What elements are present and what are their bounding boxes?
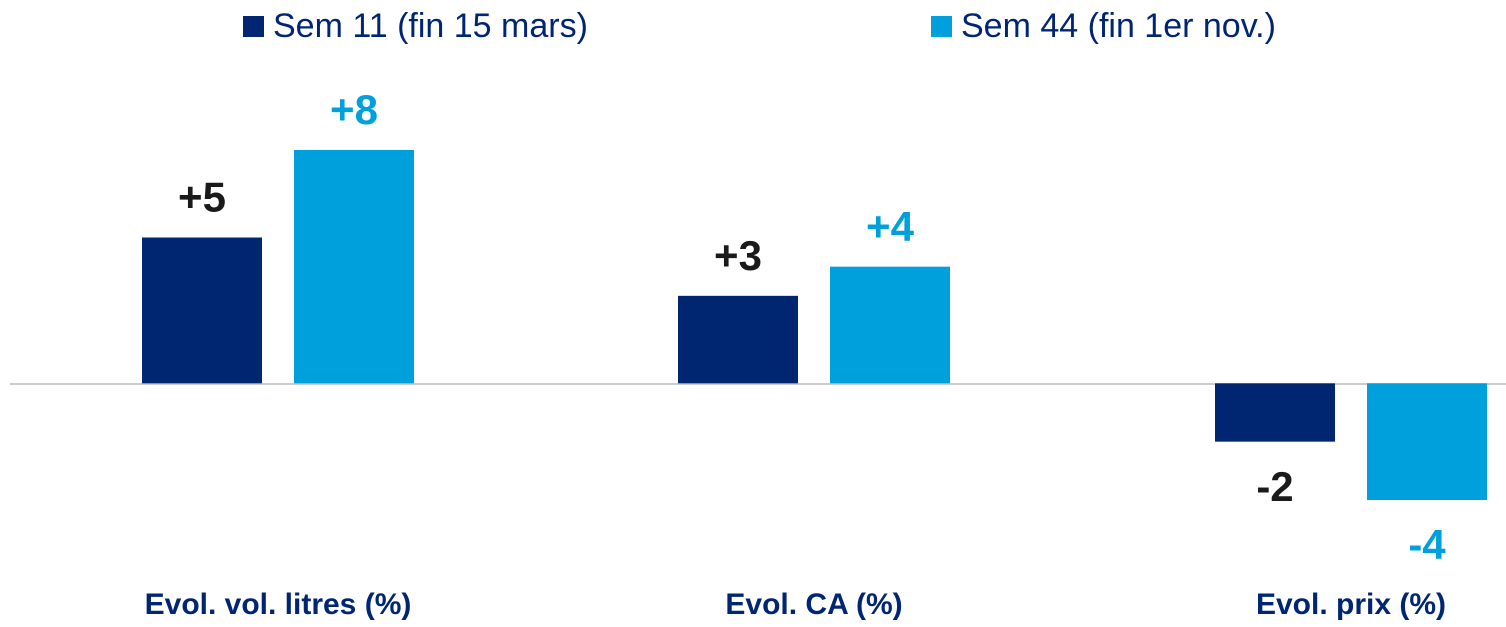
bar — [1215, 383, 1335, 442]
bar — [830, 266, 950, 384]
data-label: +5 — [178, 174, 226, 221]
data-label: +8 — [330, 86, 378, 133]
data-label: -4 — [1408, 521, 1446, 568]
category-label: Evol. CA (%) — [725, 588, 902, 621]
bar — [1367, 383, 1487, 500]
bar — [142, 237, 262, 384]
bar — [678, 295, 798, 384]
legend-swatch — [243, 16, 264, 37]
legend-label: Sem 11 (fin 15 mars) — [273, 7, 588, 45]
legend-label: Sem 44 (fin 1er nov.) — [961, 7, 1276, 45]
legend-swatch — [931, 16, 952, 37]
data-label: -2 — [1256, 463, 1293, 510]
data-label: +4 — [866, 203, 915, 250]
category-label: Evol. prix (%) — [1256, 588, 1446, 621]
data-label: +3 — [714, 232, 762, 279]
bar — [294, 150, 414, 384]
category-label: Evol. vol. litres (%) — [145, 588, 412, 621]
